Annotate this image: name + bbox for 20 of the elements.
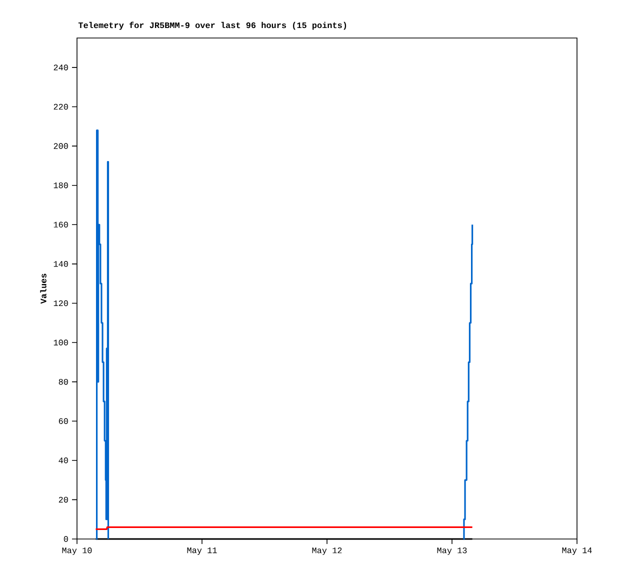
y-tick-label: 240 [54,64,68,70]
x-tick-label: May 11 [187,548,217,555]
y-tick-label: 80 [58,378,68,385]
y-tick-label: 60 [58,418,68,424]
y-tick-label: 200 [54,143,68,149]
y-tick-label: 140 [54,261,68,267]
y-tick-label: 100 [54,340,68,346]
y-axis-title: Values [40,274,46,304]
x-tick-label: May 13 [437,548,467,555]
y-tick-label: 220 [54,104,68,110]
x-tick-label: May 14 [562,548,592,555]
y-tick-label: 160 [54,222,68,228]
y-tick-label: 180 [54,182,68,188]
x-tick-label: May 12 [312,548,342,555]
chart-title: Telemetry for JR5BMM-9 over last 96 hours (15 points) [78,22,346,30]
y-tick-label: 120 [54,300,68,306]
y-tick-label: 40 [58,458,68,464]
y-tick-label: 0 [64,536,68,542]
y-tick-label: 20 [58,496,68,503]
x-tick-label: May 10 [62,548,92,555]
